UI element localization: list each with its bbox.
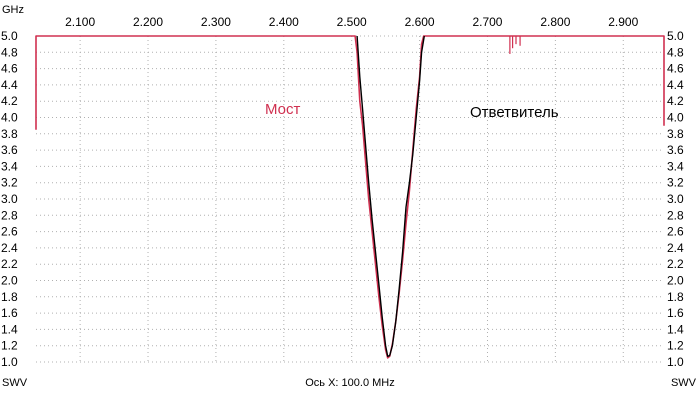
y-tick-label-left: 4.4 (1, 78, 18, 92)
grid (36, 35, 664, 363)
x-axis-label: Ось X: 100.0 MHz (305, 377, 394, 389)
y-tick-labels-right: 1.0 1.2 1.4 1.6 1.8 2.0 2.2 2.4 2.6 2.8 3.0 3.2 3.4 3… (667, 29, 684, 369)
y-tick-label-right: 3.6 (667, 143, 684, 157)
y-tick-labels-left: 1.0 1.2 1.4 1.6 1.8 2.0 2.2 2.4 2.6 2.8 3.0 3.2 3.4 3… (1, 29, 18, 369)
y-tick-label-right: 3.8 (667, 127, 684, 141)
y-tick-label-left: 3.8 (1, 127, 18, 141)
y-tick-label-left: 3.0 (1, 192, 18, 206)
y-tick-label-right: 5.0 (667, 29, 684, 43)
y-unit-label-left: SWV (2, 377, 28, 389)
y-tick-label-left: 2.4 (1, 241, 18, 255)
y-tick-label-right: 4.6 (667, 62, 684, 76)
series-label-coupler: Ответвитель (470, 104, 559, 121)
y-tick-label-right: 4.0 (667, 111, 684, 125)
y-tick-label-left: 2.2 (1, 257, 18, 271)
x-tick-label: 2.100 (65, 15, 95, 29)
y-tick-label-left: 4.0 (1, 111, 18, 125)
series-lines (35, 35, 665, 359)
x-tick-label: 2.800 (540, 15, 570, 29)
x-tick-label: 2.600 (405, 15, 435, 29)
y-tick-label-right: 1.0 (667, 355, 684, 369)
y-tick-label-left: 3.2 (1, 176, 18, 190)
y-tick-label-right: 3.2 (667, 176, 684, 190)
x-tick-labels: 2.100 2.200 2.300 2.400 2.500 2.600 2.700 2.800… (65, 15, 638, 29)
y-tick-label-right: 3.0 (667, 192, 684, 206)
y-tick-label-left: 3.6 (1, 143, 18, 157)
y-tick-label-right: 1.8 (667, 290, 684, 304)
y-tick-label-right: 1.6 (667, 306, 684, 320)
x-tick-label: 2.200 (133, 15, 163, 29)
y-tick-label-left: 1.6 (1, 306, 18, 320)
y-tick-label-right: 2.8 (667, 208, 684, 222)
y-tick-label-left: 2.0 (1, 274, 18, 288)
y-tick-label-right: 1.2 (667, 339, 684, 353)
y-tick-label-left: 4.2 (1, 94, 18, 108)
y-tick-label-left: 4.8 (1, 45, 18, 59)
y-tick-label-left: 5.0 (1, 29, 18, 43)
x-tick-label: 2.400 (269, 15, 299, 29)
x-unit-label: GHz (2, 4, 24, 16)
x-tick-label: 2.900 (608, 15, 638, 29)
y-tick-label-left: 1.8 (1, 290, 18, 304)
y-tick-label-right: 2.2 (667, 257, 684, 271)
y-tick-label-left: 1.2 (1, 339, 18, 353)
series-labels: Мост Ответвитель (265, 101, 559, 121)
x-tick-label: 2.300 (201, 15, 231, 29)
y-tick-label-left: 2.6 (1, 225, 18, 239)
x-tick-label: 2.500 (337, 15, 367, 29)
x-tick-label: 2.700 (472, 15, 502, 29)
y-tick-label-right: 4.4 (667, 78, 684, 92)
y-tick-label-left: 4.6 (1, 62, 18, 76)
y-tick-label-right: 1.4 (667, 322, 684, 336)
y-unit-label-right: SWV (671, 377, 697, 389)
y-tick-label-right: 2.0 (667, 274, 684, 288)
series-label-bridge: Мост (265, 101, 301, 118)
y-tick-label-left: 1.4 (1, 322, 18, 336)
y-tick-label-right: 4.8 (667, 45, 684, 59)
y-tick-label-right: 2.6 (667, 225, 684, 239)
y-tick-label-left: 1.0 (1, 355, 18, 369)
y-tick-label-left: 3.4 (1, 159, 18, 173)
y-tick-label-right: 4.2 (667, 94, 684, 108)
y-tick-label-right: 3.4 (667, 159, 684, 173)
y-tick-label-right: 2.4 (667, 241, 684, 255)
y-tick-label-left: 2.8 (1, 208, 18, 222)
series-line-2 (356, 35, 425, 357)
series-line-1 (35, 35, 665, 359)
